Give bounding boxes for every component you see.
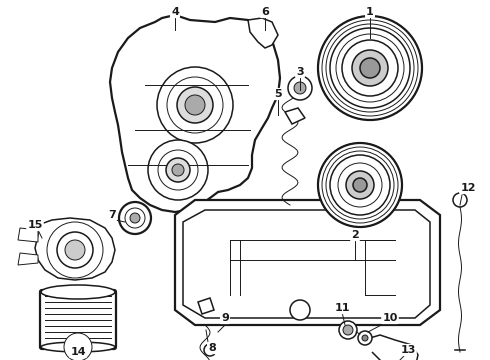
Circle shape <box>318 16 422 120</box>
Circle shape <box>336 34 404 102</box>
Circle shape <box>125 208 145 228</box>
Text: 8: 8 <box>208 343 216 353</box>
Circle shape <box>65 240 85 260</box>
Circle shape <box>185 95 205 115</box>
Text: 14: 14 <box>70 347 86 357</box>
Circle shape <box>343 325 353 335</box>
Text: 10: 10 <box>382 313 398 323</box>
Circle shape <box>158 150 198 190</box>
Circle shape <box>64 333 92 360</box>
Circle shape <box>157 67 233 143</box>
Circle shape <box>288 76 312 100</box>
Circle shape <box>330 28 410 108</box>
Text: 13: 13 <box>400 345 416 355</box>
Text: 7: 7 <box>108 210 116 220</box>
Circle shape <box>322 147 398 223</box>
FancyBboxPatch shape <box>40 290 116 349</box>
Polygon shape <box>18 253 38 265</box>
Circle shape <box>453 193 467 207</box>
Circle shape <box>326 24 414 112</box>
Text: 6: 6 <box>261 7 269 17</box>
Text: 9: 9 <box>221 313 229 323</box>
Text: 2: 2 <box>351 230 359 240</box>
Circle shape <box>362 335 368 341</box>
Circle shape <box>119 202 151 234</box>
Polygon shape <box>285 108 305 124</box>
Text: 15: 15 <box>27 220 43 230</box>
Text: 4: 4 <box>171 7 179 17</box>
Circle shape <box>57 232 93 268</box>
Circle shape <box>318 143 402 227</box>
Polygon shape <box>18 228 38 242</box>
Circle shape <box>172 164 184 176</box>
Circle shape <box>204 344 216 356</box>
Circle shape <box>338 163 382 207</box>
Text: 5: 5 <box>274 89 282 99</box>
Circle shape <box>166 158 190 182</box>
Circle shape <box>167 77 223 133</box>
Polygon shape <box>175 200 440 325</box>
Ellipse shape <box>41 285 115 299</box>
Circle shape <box>130 213 140 223</box>
Circle shape <box>358 331 372 345</box>
Text: 3: 3 <box>296 67 304 77</box>
Circle shape <box>47 222 103 278</box>
Circle shape <box>290 300 310 320</box>
Ellipse shape <box>41 342 115 352</box>
Circle shape <box>177 87 213 123</box>
Circle shape <box>352 50 388 86</box>
Polygon shape <box>110 15 280 212</box>
Circle shape <box>322 20 418 116</box>
Circle shape <box>346 171 374 199</box>
Polygon shape <box>35 218 115 280</box>
Circle shape <box>326 151 394 219</box>
Polygon shape <box>248 18 278 48</box>
Polygon shape <box>198 298 214 314</box>
Text: 12: 12 <box>460 183 476 193</box>
Text: 1: 1 <box>366 7 374 17</box>
Polygon shape <box>183 210 430 318</box>
Circle shape <box>342 40 398 96</box>
Circle shape <box>330 155 390 215</box>
Circle shape <box>148 140 208 200</box>
Circle shape <box>353 178 367 192</box>
Polygon shape <box>370 335 418 360</box>
Circle shape <box>339 321 357 339</box>
Circle shape <box>294 82 306 94</box>
Text: 11: 11 <box>334 303 350 313</box>
Circle shape <box>360 58 380 78</box>
